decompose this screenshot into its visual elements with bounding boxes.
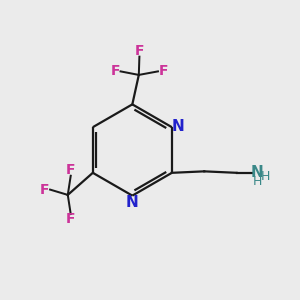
Text: F: F [66,164,76,178]
Text: F: F [40,183,50,196]
Text: H: H [260,170,270,183]
Text: N: N [251,165,264,180]
Text: F: F [135,44,144,58]
Text: F: F [66,212,76,226]
Text: H: H [253,175,262,188]
Text: N: N [126,195,139,210]
Text: F: F [110,64,120,78]
Text: N: N [172,118,185,134]
Text: F: F [158,64,168,78]
